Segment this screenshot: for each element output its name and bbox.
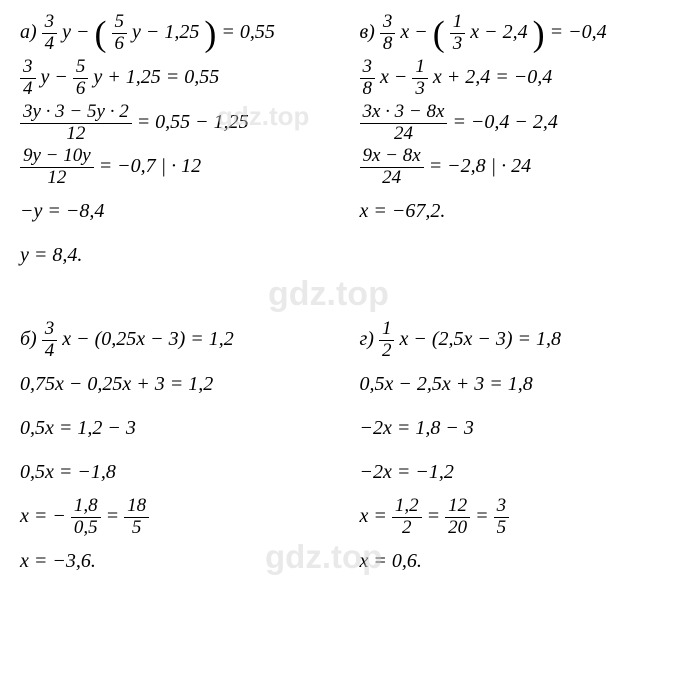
fraction: 12 — [379, 319, 395, 362]
problem-g: г) 12 x − (2,5x − 3) = 1,8 0,5x − 2,5x +… — [360, 317, 680, 583]
label: г) — [360, 328, 374, 350]
label: в) — [360, 21, 375, 43]
left-column: а) 34 y − ( 56 y − 1,25 ) = 0,55 34 y − … — [10, 10, 350, 684]
equation-line: 9y − 10y12 = −0,7 | · 12 — [20, 144, 340, 189]
equation-line: x = −67,2. — [360, 189, 680, 233]
equation-line: −2x = −1,2 — [360, 450, 680, 494]
equation-line: 3x · 3 − 8x24 = −0,4 − 2,4 — [360, 100, 680, 145]
fraction: 13 — [412, 57, 428, 100]
fraction: 1220 — [445, 496, 470, 539]
fraction: 3x · 3 − 8x24 — [360, 102, 448, 145]
fraction: 56 — [112, 12, 128, 55]
equation-line: 0,75x − 0,25x + 3 = 1,2 — [20, 362, 340, 406]
fraction: 185 — [124, 496, 149, 539]
fraction: 9y − 10y12 — [20, 146, 94, 189]
right-column: в) 38 x − ( 13 x − 2,4 ) = −0,4 38 x − 1… — [350, 10, 690, 684]
equation-line: в) 38 x − ( 13 x − 2,4 ) = −0,4 — [360, 10, 680, 55]
fraction: 34 — [20, 57, 36, 100]
equation-line: x = 0,6. — [360, 539, 680, 583]
equation-line: 0,5x − 2,5x + 3 = 1,8 — [360, 362, 680, 406]
fraction: 1,80,5 — [71, 496, 101, 539]
equation-line: 0,5x = −1,8 — [20, 450, 340, 494]
problem-b: б) 34 x − (0,25x − 3) = 1,2 0,75x − 0,25… — [20, 317, 340, 583]
fraction: 34 — [42, 319, 58, 362]
equation-line: 38 x − 13 x + 2,4 = −0,4 — [360, 55, 680, 100]
equation-line: −2x = 1,8 − 3 — [360, 406, 680, 450]
problem-a: а) 34 y − ( 56 y − 1,25 ) = 0,55 34 y − … — [20, 10, 340, 277]
fraction: 13 — [450, 12, 466, 55]
fraction: 1,22 — [392, 496, 422, 539]
equation-line: 9x − 8x24 = −2,8 | · 24 — [360, 144, 680, 189]
label: а) — [20, 21, 37, 43]
main-container: а) 34 y − ( 56 y − 1,25 ) = 0,55 34 y − … — [10, 10, 689, 684]
equation-line: y = 8,4. — [20, 233, 340, 277]
fraction: 56 — [73, 57, 89, 100]
equation-line: г) 12 x − (2,5x − 3) = 1,8 — [360, 317, 680, 362]
fraction: 35 — [494, 496, 510, 539]
equation-line: x = −3,6. — [20, 539, 340, 583]
equation-line: x = 1,22 = 1220 = 35 — [360, 494, 680, 539]
problem-v: в) 38 x − ( 13 x − 2,4 ) = −0,4 38 x − 1… — [360, 10, 680, 277]
equation-line: б) 34 x − (0,25x − 3) = 1,2 — [20, 317, 340, 362]
label: б) — [20, 328, 37, 350]
equation-line: x = − 1,80,5 = 185 — [20, 494, 340, 539]
fraction: 38 — [360, 57, 376, 100]
equation-line: −y = −8,4 — [20, 189, 340, 233]
fraction: 3y · 3 − 5y · 212 — [20, 102, 132, 145]
equation-line — [360, 233, 680, 277]
equation-line: 34 y − 56 y + 1,25 = 0,55 — [20, 55, 340, 100]
equation-line: 3y · 3 − 5y · 212 = 0,55 − 1,25 — [20, 100, 340, 145]
fraction: 34 — [42, 12, 58, 55]
equation-line: а) 34 y − ( 56 y − 1,25 ) = 0,55 — [20, 10, 340, 55]
fraction: 9x − 8x24 — [360, 146, 424, 189]
fraction: 38 — [380, 12, 396, 55]
equation-line: 0,5x = 1,2 − 3 — [20, 406, 340, 450]
